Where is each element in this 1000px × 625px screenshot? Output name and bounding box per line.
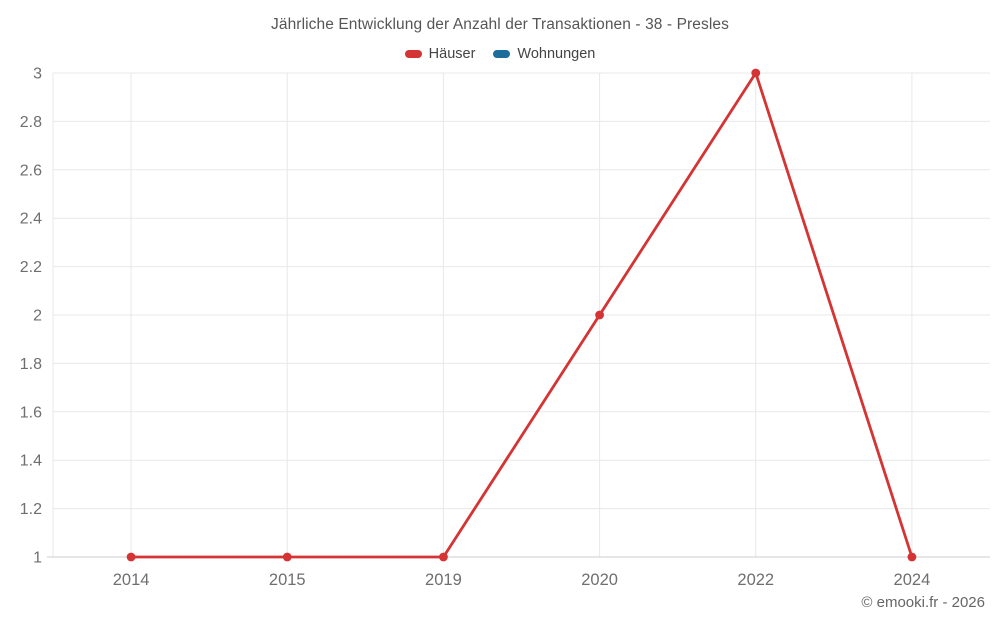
y-tick-label: 2.2 <box>20 259 42 276</box>
x-tick-label: 2015 <box>269 571 306 589</box>
data-point[interactable] <box>907 552 917 562</box>
legend-swatch-wohnungen-icon <box>493 50 511 58</box>
x-tick-label: 2024 <box>894 571 931 589</box>
y-tick-label: 2.6 <box>20 162 42 179</box>
legend-item-wohnungen[interactable]: Wohnungen <box>493 46 595 62</box>
x-tick-label: 2019 <box>425 571 462 589</box>
y-tick-label: 2.4 <box>20 211 42 228</box>
data-point[interactable] <box>282 552 292 562</box>
copyright-text: © emooki.fr - 2026 <box>861 594 985 611</box>
x-tick-label: 2014 <box>113 571 150 589</box>
y-tick-label: 2.8 <box>20 114 42 131</box>
legend-label-haeuser: Häuser <box>428 46 476 62</box>
y-tick-label: 1.6 <box>20 404 42 421</box>
x-tick-label: 2020 <box>581 571 618 589</box>
x-tick-label: 2022 <box>737 571 774 589</box>
data-point[interactable] <box>439 552 448 562</box>
y-tick-label: 1.4 <box>20 453 42 470</box>
series-line-Häuser <box>129 71 914 559</box>
legend-item-haeuser[interactable]: Häuser <box>404 46 476 62</box>
chart-title: Jährliche Entwicklung der Anzahl der Tra… <box>271 16 729 33</box>
legend-swatch-haeuser-icon <box>404 50 422 58</box>
y-tick-label: 2 <box>33 308 42 325</box>
data-point[interactable] <box>751 68 761 78</box>
legend-label-wohnungen: Wohnungen <box>517 46 596 62</box>
y-tick-label: 1 <box>33 550 42 567</box>
legend: Häuser Wohnungen <box>0 46 1000 62</box>
y-tick-label: 1.2 <box>20 501 42 518</box>
data-point[interactable] <box>595 310 604 320</box>
y-tick-label: 1.8 <box>20 356 42 373</box>
data-point[interactable] <box>126 552 136 562</box>
y-tick-label: 3 <box>33 66 42 83</box>
